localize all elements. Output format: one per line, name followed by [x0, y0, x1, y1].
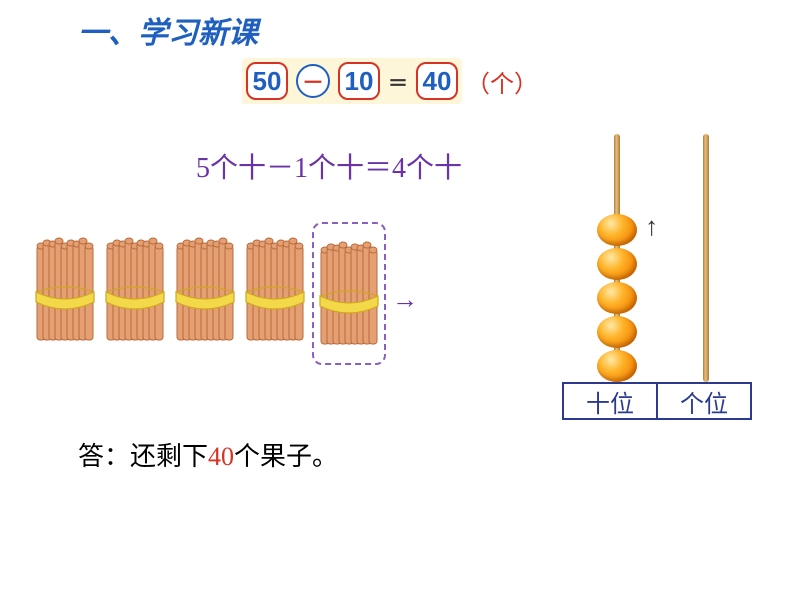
operator-circle: －: [296, 64, 330, 98]
ones-rod: [703, 134, 709, 382]
result-pill: 40: [416, 62, 458, 100]
stick-bundle: [172, 222, 238, 365]
stick-bundle: [242, 222, 308, 365]
section-title-text: 一、学习新课: [78, 17, 258, 50]
tens-bead: [597, 350, 637, 382]
explanation-line: 5个十－1个十＝4个十: [196, 146, 462, 186]
tens-bead: [597, 316, 637, 348]
answer-suffix: 个果子。: [234, 442, 338, 471]
unit-label: （个）: [466, 64, 538, 99]
operand-2-pill: 10: [338, 62, 380, 100]
abacus: 十位 个位 ↑: [562, 134, 752, 420]
answer-line: 答：还剩下40个果子。: [78, 436, 338, 473]
explain-t1: 个十－: [210, 153, 294, 184]
stick-bundle: [312, 222, 386, 365]
stick-bundle: [32, 222, 98, 365]
section-title: 一、学习新课: [78, 8, 258, 52]
explain-d1: 5: [196, 153, 210, 184]
answer-value: 40: [208, 442, 234, 471]
tens-bead: [597, 282, 637, 314]
stick-bundle: [102, 222, 168, 365]
operand-1-pill: 50: [246, 62, 288, 100]
ones-label: 个位: [658, 384, 750, 418]
explain-d2: 1: [294, 153, 308, 184]
explain-t3: 个十: [406, 153, 462, 184]
remove-arrow-icon: →: [392, 284, 418, 315]
equation-row: 50 － 10 ＝ 40 （个）: [246, 58, 538, 104]
explain-d3: 4: [392, 153, 406, 184]
abacus-base: 十位 个位: [562, 382, 752, 420]
tens-bead: [597, 214, 637, 246]
equals-sign: ＝: [388, 67, 408, 96]
bead-up-arrow-icon: ↑: [645, 211, 658, 242]
answer-prefix: 答：还剩下: [78, 442, 208, 471]
tens-bead: [597, 248, 637, 280]
explain-t2: 个十＝: [308, 153, 392, 184]
stick-bundles: [32, 222, 386, 365]
tens-label: 十位: [564, 384, 658, 418]
